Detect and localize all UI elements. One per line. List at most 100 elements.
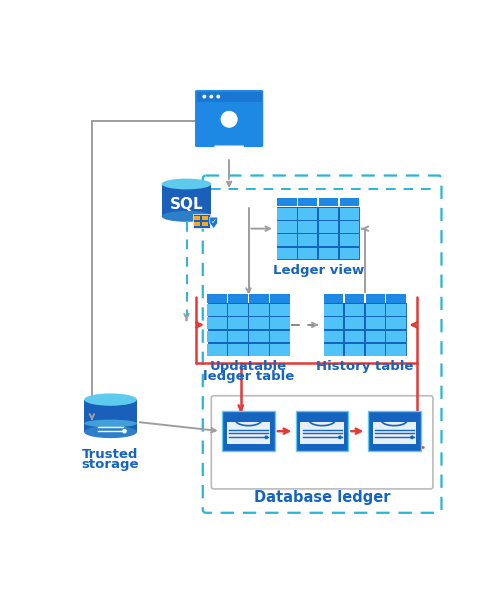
Bar	[227, 422, 270, 444]
Circle shape	[202, 94, 206, 99]
Circle shape	[210, 94, 213, 99]
Bar	[228, 294, 248, 303]
Bar	[194, 217, 200, 220]
Text: ledger table: ledger table	[203, 371, 294, 384]
Bar	[386, 317, 406, 329]
Bar	[208, 331, 227, 342]
Bar	[84, 399, 137, 432]
Bar	[386, 331, 406, 342]
Bar	[277, 248, 296, 260]
Bar	[202, 217, 208, 220]
Bar	[344, 294, 364, 303]
Bar	[324, 331, 343, 342]
Ellipse shape	[162, 179, 212, 189]
Bar	[366, 294, 385, 303]
Bar	[250, 344, 268, 356]
Bar	[277, 234, 296, 246]
Bar	[344, 304, 364, 316]
Text: Block N-2: Block N-2	[366, 454, 422, 464]
Bar	[324, 344, 343, 356]
Circle shape	[338, 435, 342, 439]
Bar	[366, 331, 385, 342]
Bar	[228, 317, 248, 329]
Bar	[222, 411, 275, 451]
Bar	[194, 222, 200, 227]
Bar	[298, 221, 318, 233]
Circle shape	[220, 111, 238, 128]
Ellipse shape	[162, 211, 212, 222]
Bar	[344, 317, 364, 329]
Text: Block N-1: Block N-1	[294, 454, 350, 464]
Bar	[208, 317, 227, 329]
Bar	[206, 293, 290, 303]
Text: SQL: SQL	[170, 196, 203, 211]
Text: History table: History table	[316, 360, 414, 373]
Bar	[250, 304, 268, 316]
Text: ✓: ✓	[210, 219, 216, 225]
Bar	[319, 221, 338, 233]
Bar	[319, 198, 338, 206]
Bar	[208, 294, 227, 303]
Bar	[340, 248, 359, 260]
Circle shape	[122, 429, 127, 434]
Bar	[372, 422, 416, 444]
Text: storage: storage	[82, 458, 140, 471]
Bar	[206, 293, 290, 356]
Bar	[228, 304, 248, 316]
Bar	[277, 208, 296, 219]
Bar	[196, 91, 262, 101]
Bar	[344, 331, 364, 342]
Bar	[276, 197, 360, 260]
Bar	[228, 344, 248, 356]
Bar	[270, 317, 289, 329]
Bar	[324, 294, 343, 303]
Bar	[270, 294, 289, 303]
Bar	[319, 248, 338, 260]
Bar	[162, 184, 212, 217]
Bar	[277, 221, 296, 233]
Text: Updatable: Updatable	[210, 360, 287, 373]
Bar	[300, 422, 344, 444]
Bar	[298, 248, 318, 260]
Bar	[250, 317, 268, 329]
Bar	[202, 222, 208, 227]
Bar	[386, 304, 406, 316]
FancyBboxPatch shape	[212, 396, 433, 489]
Bar	[324, 317, 343, 329]
Bar	[298, 198, 318, 206]
Bar	[386, 344, 406, 356]
Bar	[368, 411, 420, 451]
Bar	[270, 304, 289, 316]
Bar	[192, 214, 210, 228]
Bar	[344, 344, 364, 356]
Bar	[298, 208, 318, 219]
Text: Block N: Block N	[226, 454, 271, 464]
Bar	[340, 208, 359, 219]
Bar	[208, 304, 227, 316]
Bar	[324, 304, 343, 316]
Bar	[323, 293, 406, 356]
Bar	[366, 317, 385, 329]
Text: Database ledger: Database ledger	[254, 490, 390, 506]
Circle shape	[216, 94, 220, 99]
Bar	[276, 197, 360, 207]
Bar	[319, 208, 338, 219]
Ellipse shape	[84, 426, 137, 438]
Polygon shape	[210, 217, 218, 229]
Text: Ledger view: Ledger view	[272, 264, 364, 277]
Bar	[366, 304, 385, 316]
Text: Trusted: Trusted	[82, 448, 138, 461]
Bar	[386, 294, 406, 303]
Bar	[270, 331, 289, 342]
FancyBboxPatch shape	[195, 90, 263, 147]
Bar	[228, 331, 248, 342]
Bar	[296, 411, 348, 451]
Bar	[298, 234, 318, 246]
Bar	[319, 234, 338, 246]
Ellipse shape	[84, 426, 137, 438]
Bar	[340, 198, 359, 206]
Bar	[366, 344, 385, 356]
Bar	[340, 234, 359, 246]
Ellipse shape	[162, 211, 212, 222]
Bar	[270, 344, 289, 356]
